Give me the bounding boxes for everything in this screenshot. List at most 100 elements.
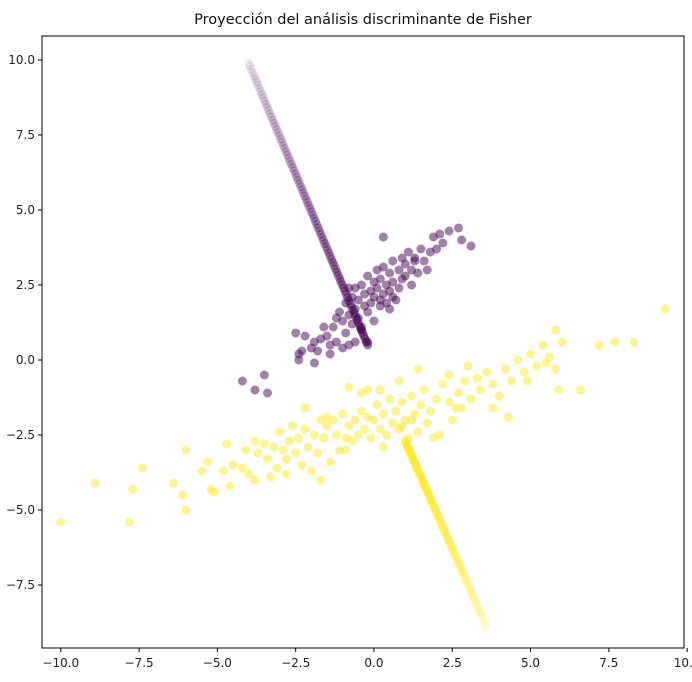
data-point: [266, 472, 276, 482]
projection-point: [422, 486, 432, 496]
data-point: [262, 454, 272, 464]
projection-point: [261, 99, 271, 109]
projection-point: [423, 488, 433, 498]
data-point: [272, 463, 282, 473]
projection-point: [333, 270, 343, 280]
projection-point: [419, 480, 429, 490]
projection-point: [474, 605, 484, 615]
data-point: [526, 349, 536, 359]
data-point: [288, 421, 298, 431]
data-point: [250, 385, 260, 395]
projection-point: [273, 128, 283, 138]
data-point: [269, 442, 279, 452]
projection-point: [413, 465, 423, 475]
projection-point: [409, 455, 419, 465]
x-tick-label: 7.5: [599, 656, 618, 670]
projection-point: [282, 150, 292, 160]
data-point: [447, 415, 457, 425]
data-point: [454, 388, 464, 398]
x-tick-label: 10.0: [674, 656, 692, 670]
projection-point: [455, 561, 465, 571]
data-point: [350, 304, 360, 314]
projection-point: [307, 207, 317, 217]
data-point: [244, 469, 254, 479]
projection-point: [421, 484, 431, 494]
data-point: [457, 235, 467, 245]
data-point: [366, 433, 376, 443]
data-point: [369, 316, 379, 326]
projection-point: [319, 235, 329, 245]
projection-point: [429, 501, 439, 511]
data-point: [385, 394, 395, 404]
data-point: [325, 349, 335, 359]
data-point: [419, 385, 429, 395]
data-point: [385, 268, 395, 278]
projection-point: [476, 609, 486, 619]
projection-point: [472, 599, 482, 609]
data-point: [344, 421, 354, 431]
projection-point: [444, 536, 454, 546]
data-point: [181, 445, 191, 455]
data-point: [428, 433, 438, 443]
projection-point: [448, 545, 458, 555]
data-point: [407, 391, 417, 401]
data-point: [294, 355, 304, 365]
projection-point: [266, 112, 276, 122]
data-point: [347, 319, 357, 329]
data-point: [353, 313, 363, 323]
data-point: [309, 358, 319, 368]
data-point: [322, 331, 332, 341]
projection-point: [453, 557, 463, 567]
projection-point: [297, 185, 307, 195]
y-axis: −7.5 −5.0 −2.5 0.0 2.5 5.0 7.5 10.0: [6, 53, 42, 592]
data-point: [341, 328, 351, 338]
data-point: [325, 457, 335, 467]
projection-point: [295, 178, 305, 188]
plot-frame: [41, 35, 685, 649]
projection-point: [460, 572, 470, 582]
data-point: [178, 490, 188, 500]
data-point: [331, 313, 341, 323]
data-point: [356, 280, 366, 290]
data-point: [356, 322, 366, 332]
data-point: [328, 322, 338, 332]
data-point: [203, 457, 213, 467]
projection-point: [313, 223, 323, 233]
data-point: [338, 343, 348, 353]
projection-point: [469, 593, 479, 603]
projection-point: [293, 175, 303, 185]
projection-point: [454, 559, 464, 569]
y-tick-label: −2.5: [6, 428, 35, 442]
projection-point: [324, 248, 334, 258]
data-point: [410, 256, 420, 266]
projection-point: [308, 210, 318, 220]
projection-point: [426, 495, 436, 505]
data-point: [181, 505, 191, 515]
y-tick-label: 10.0: [8, 53, 35, 67]
data-point: [378, 442, 388, 452]
data-point: [444, 226, 454, 236]
data-point: [422, 265, 432, 275]
data-point: [594, 340, 604, 350]
data-point: [316, 415, 326, 425]
data-point: [450, 403, 460, 413]
projection-point: [315, 226, 325, 236]
data-point: [394, 376, 404, 386]
data-point: [432, 244, 442, 254]
projection-point: [296, 182, 306, 192]
projection-point: [418, 476, 428, 486]
data-point: [378, 262, 388, 272]
data-point: [341, 298, 351, 308]
data-point: [253, 448, 263, 458]
projection-point: [409, 457, 419, 467]
projection-point: [290, 169, 300, 179]
projection-point: [265, 109, 275, 119]
data-point: [557, 337, 567, 347]
data-point: [56, 517, 66, 527]
projection-point: [462, 576, 472, 586]
data-point: [378, 409, 388, 419]
y-tick-label: −5.0: [6, 503, 35, 517]
data-point: [262, 388, 272, 398]
data-point: [313, 346, 323, 356]
